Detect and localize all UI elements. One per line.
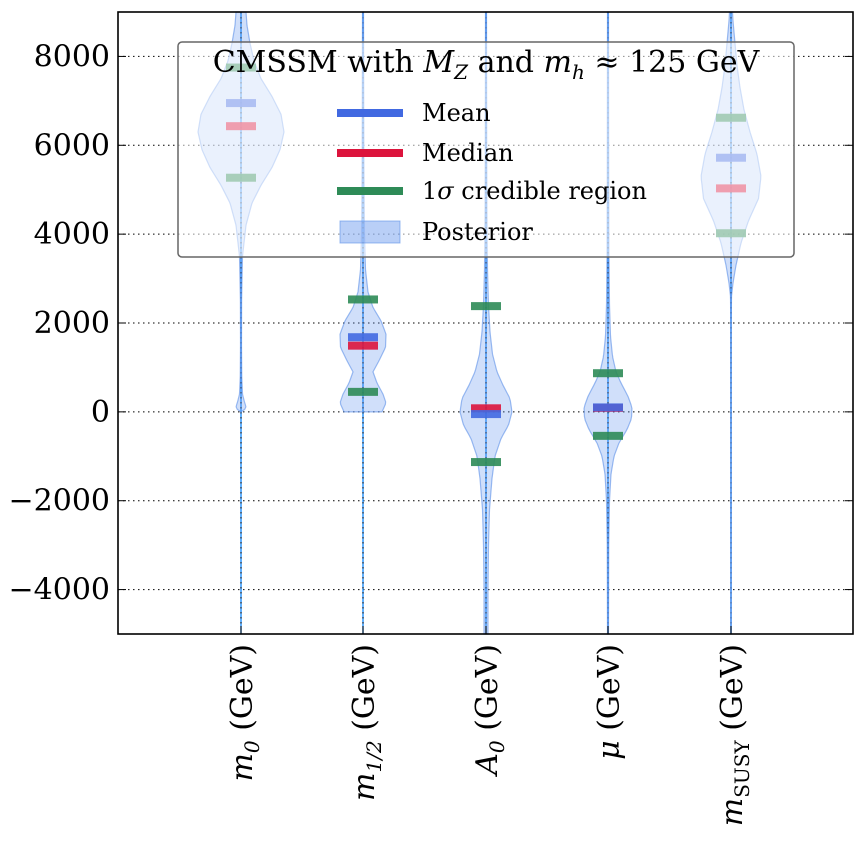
x-tick-label-symbol: m [347,773,382,801]
legend-title-subscript: Z [453,60,469,84]
legend-swatch [337,187,403,195]
legend-box [177,41,795,258]
ci-high-marker-A0 [471,302,501,311]
y-tick-label: 8000 [34,39,110,74]
legend-title-subscript: h [572,60,585,84]
median-marker-A0 [471,404,501,413]
ci-high-marker-m1/2 [348,295,378,304]
y-tick-label: 0 [91,395,110,430]
mean-marker-m1/2 [348,333,378,342]
y-tick-label: −4000 [9,573,110,608]
y-axis-ticks: −4000 −2000 0 2000 4000 6000 8000 [9,39,853,608]
x-tick-label-symbol: m [225,753,260,781]
x-tick-label-unit: (GeV) [470,644,505,740]
y-tick-label: 6000 [34,128,110,163]
ci-high-marker-mu [593,369,623,378]
legend-title-symbol: M [422,45,455,80]
x-tick-label-unit: (GeV) [225,644,260,740]
legend-title-text: and [468,45,543,80]
legend-title-symbol: m [544,45,572,80]
x-tick-label-subscript: 1/2 [362,740,386,772]
x-tick-label-group: A0 (GeV) [470,644,509,778]
legend-title-text: ≈ 125 GeV [585,45,761,80]
legend-swatch [339,220,401,244]
legend-swatch [337,109,403,117]
x-tick-label-subscript: 0 [485,740,509,753]
x-tick-label-group: μ (GeV) [592,644,627,760]
x-tick-label-symbol: μ [592,740,627,760]
x-tick-label: m0 (GeV) [225,644,264,782]
legend-label: Median [422,139,514,167]
x-tick-label: μ (GeV) [592,644,627,760]
x-tick-label-group: mSUSY (GeV) [715,644,754,826]
legend: CMSSM with MZ and mh ≈ 125 GeV Mean Median… [177,41,795,258]
legend-label: Posterior [422,218,533,246]
legend-swatch [337,149,403,157]
legend-title-text: CMSSM with [213,45,424,80]
y-tick-label: −2000 [9,484,110,519]
mean-marker-mu [593,403,623,412]
ci-low-marker-m1/2 [348,387,378,396]
x-tick-label-symbol: A [470,753,505,778]
ci-low-marker-A0 [471,458,501,467]
x-tick-label: mSUSY (GeV) [715,644,754,826]
x-tick-label-group: m0 (GeV) [225,644,264,782]
x-tick-label: m1/2 (GeV) [347,644,386,801]
mean-marker-A0 [471,410,501,419]
ci-low-marker-mu [593,431,623,440]
legend-label: Mean [422,99,491,127]
x-tick-label-unit: (GeV) [715,644,750,740]
x-tick-label-unit: (GeV) [592,644,627,740]
x-tick-label-symbol: m [715,798,750,826]
x-tick-label-group: m1/2 (GeV) [347,644,386,801]
x-tick-label-subscript: SUSY [730,740,754,798]
y-tick-label: 4000 [34,217,110,252]
y-tick-label: 2000 [34,306,110,341]
x-tick-label: A0 (GeV) [470,644,509,778]
x-tick-label-subscript: 0 [240,740,264,753]
x-tick-label-unit: (GeV) [347,644,382,740]
median-marker-m1/2 [348,341,378,350]
x-axis-labels: m0 (GeV)m1/2 (GeV)A0 (GeV)μ (GeV)mSUSY (… [225,626,754,826]
legend-title: CMSSM with MZ and mh ≈ 125 GeV [213,45,761,84]
legend-label: 1σ credible region [422,177,647,205]
